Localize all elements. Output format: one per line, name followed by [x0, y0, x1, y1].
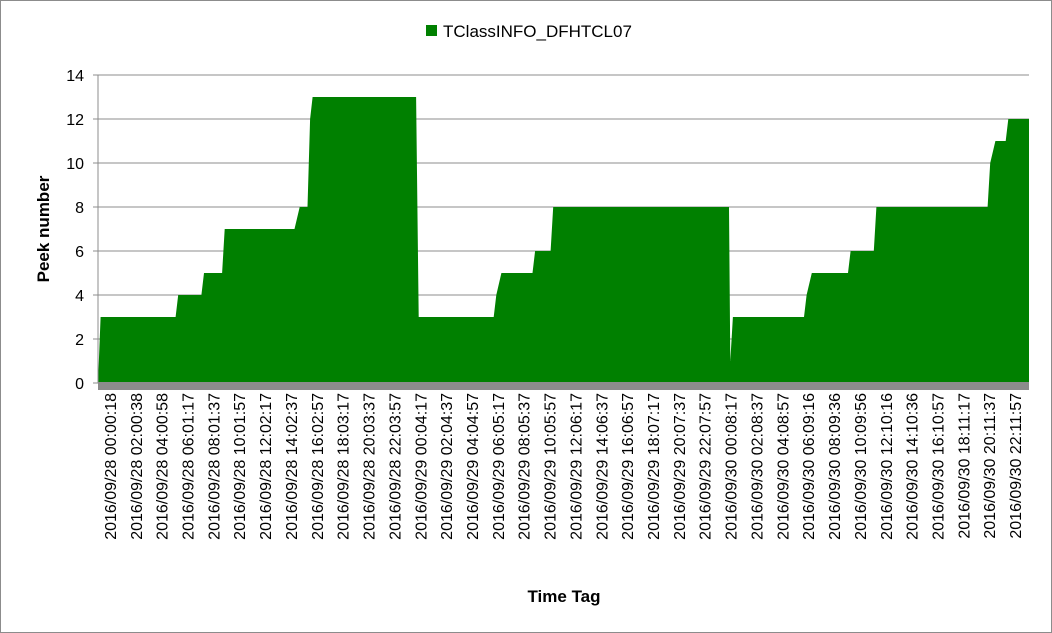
y-tick-label: 14: [66, 68, 84, 85]
x-tick-label: 2016/09/30 06:09:16: [801, 393, 818, 540]
x-tick-label: 2016/09/30 10:09:56: [853, 393, 870, 540]
x-tick-label: 2016/09/28 10:01:57: [232, 393, 249, 540]
x-axis-title: Time Tag: [527, 587, 600, 606]
x-tick-label: 2016/09/29 14:06:37: [594, 393, 611, 540]
x-tick-label: 2016/09/29 00:04:17: [413, 393, 430, 540]
x-tick-label: 2016/09/30 04:08:57: [775, 393, 792, 540]
x-tick-label: 2016/09/30 22:11:57: [1008, 393, 1025, 539]
x-tick-label: 2016/09/28 06:01:17: [181, 393, 198, 540]
x-tick-label: 2016/09/30 02:08:37: [749, 393, 766, 540]
x-tick-label: 2016/09/29 04:04:57: [465, 393, 482, 540]
x-tick-label: 2016/09/29 20:07:37: [672, 393, 689, 540]
y-tick-label: 10: [66, 156, 84, 173]
x-tick-label: 2016/09/28 16:02:57: [310, 393, 327, 540]
x-tick-label: 2016/09/29 16:06:57: [620, 393, 637, 540]
y-tick-label: 0: [75, 376, 84, 393]
y-tick-label: 2: [75, 332, 84, 349]
x-tick-label: 2016/09/28 08:01:37: [206, 393, 223, 540]
x-tick-label: 2016/09/30 18:11:17: [956, 393, 973, 539]
y-tick-label: 12: [66, 112, 84, 129]
x-tick-label: 2016/09/29 02:04:37: [439, 393, 456, 540]
x-tick-label: 2016/09/30 14:10:36: [905, 393, 922, 540]
x-tick-label: 2016/09/30 12:10:16: [879, 393, 896, 540]
x-tick-label: 2016/09/28 14:02:37: [284, 393, 301, 540]
legend: TClassINFO_DFHTCL07: [426, 22, 632, 41]
x-axis-line: [98, 382, 1029, 390]
series-area-TClassINFO_DFHTCL07: [98, 97, 1029, 383]
x-tick-label: 2016/09/30 08:09:36: [827, 393, 844, 540]
x-tick-label: 2016/09/29 18:07:17: [646, 393, 663, 540]
x-tick-label: 2016/09/29 10:05:57: [543, 393, 560, 540]
y-tick-label: 6: [75, 244, 84, 261]
x-tick-label: 2016/09/28 00:00:18: [103, 393, 120, 540]
x-tick-label: 2016/09/28 18:03:17: [336, 393, 353, 540]
x-axis-ticks: 2016/09/28 00:00:18 2016/09/28 02:00:38 20…: [103, 393, 1025, 540]
legend-swatch: [426, 25, 437, 36]
y-tick-label: 8: [75, 200, 84, 217]
x-tick-label: 2016/09/29 06:05:17: [491, 393, 508, 540]
x-tick-label: 2016/09/28 22:03:57: [387, 393, 404, 540]
x-tick-label: 2016/09/28 12:02:17: [258, 393, 275, 540]
x-tick-label: 2016/09/30 16:10:57: [930, 393, 947, 540]
x-tick-label: 2016/09/30 20:11:37: [982, 393, 999, 539]
x-tick-label: 2016/09/30 00:08:17: [724, 393, 741, 540]
y-axis-title: Peek number: [34, 175, 53, 282]
x-tick-label: 2016/09/29 08:05:37: [517, 393, 534, 540]
legend-label: TClassINFO_DFHTCL07: [443, 22, 632, 41]
x-tick-label: 2016/09/29 22:07:57: [698, 393, 715, 540]
x-tick-label: 2016/09/28 20:03:37: [362, 393, 379, 540]
x-tick-label: 2016/09/28 04:00:58: [155, 393, 172, 540]
x-tick-label: 2016/09/29 12:06:17: [568, 393, 585, 540]
y-axis-ticks: 0 2 4 6 8 10 12 14: [66, 68, 98, 393]
y-tick-label: 4: [75, 288, 84, 305]
x-tick-label: 2016/09/28 02:00:38: [129, 393, 146, 540]
